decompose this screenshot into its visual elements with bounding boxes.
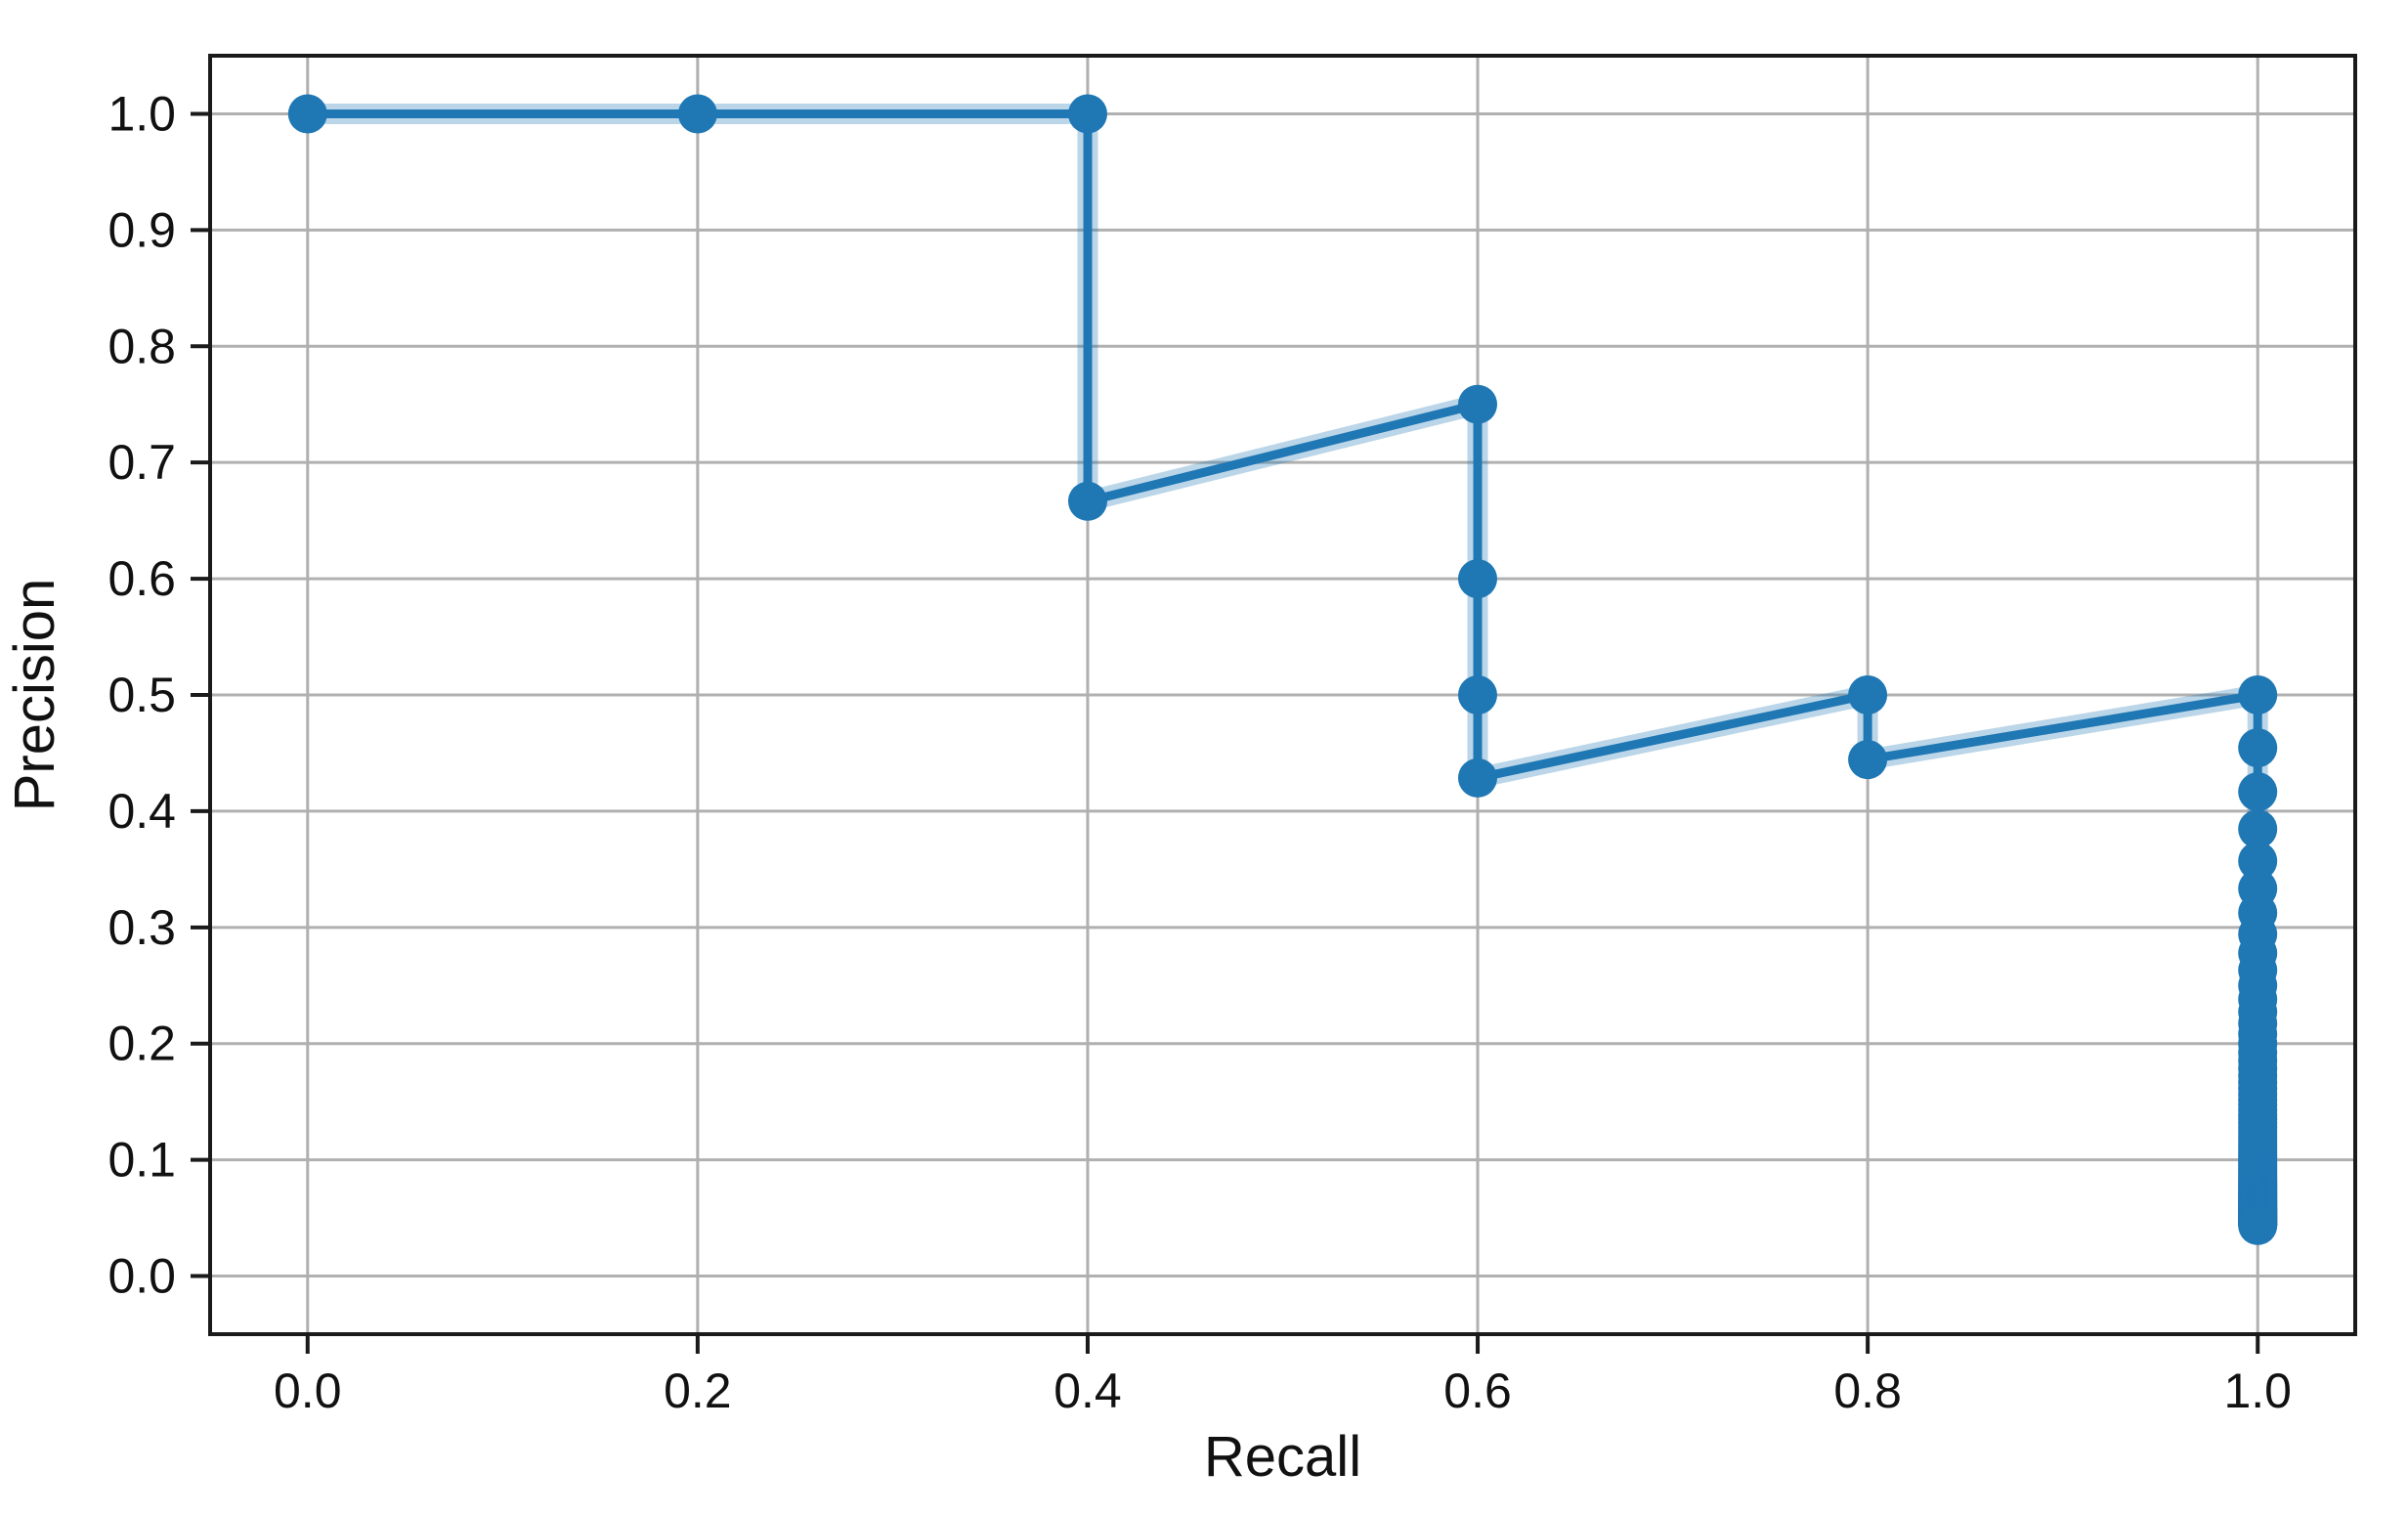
data-point-marker	[1458, 758, 1497, 798]
y-tick-label: 0.5	[108, 668, 176, 722]
pr-curve-halo	[297, 104, 2268, 1236]
data-point-marker	[1068, 481, 1107, 521]
x-tick-label: 0.2	[664, 1364, 732, 1418]
data-point-markers	[287, 94, 2278, 1245]
x-tick-label: 0.4	[1054, 1364, 1122, 1418]
y-tick-label: 0.4	[108, 784, 176, 839]
data-point-marker	[2238, 809, 2278, 849]
pr-curve-line	[303, 109, 2262, 1231]
data-point-marker	[2238, 675, 2278, 714]
data-point-marker	[1848, 740, 1888, 780]
data-point-marker	[1068, 94, 1107, 134]
y-axis-label: Precision	[3, 579, 66, 812]
pr-curve-series	[297, 104, 2268, 1236]
gridlines	[210, 56, 2355, 1334]
data-point-marker	[2238, 728, 2278, 768]
x-tick-label: 0.0	[274, 1364, 342, 1418]
y-tick-label: 0.6	[108, 551, 176, 606]
data-point-marker	[1458, 384, 1497, 424]
y-tick-label: 0.3	[108, 900, 176, 955]
data-point-marker	[2238, 1205, 2278, 1245]
y-tick-label: 0.2	[108, 1017, 176, 1071]
data-point-marker	[1458, 675, 1497, 714]
data-point-marker	[2238, 772, 2278, 812]
x-tick-labels: 0.0 0.2 0.4 0.6 0.8 1.0	[274, 1364, 2292, 1418]
x-axis-label: Recall	[1204, 1425, 1361, 1489]
x-tick-label: 1.0	[2223, 1364, 2292, 1418]
data-point-marker	[1848, 675, 1888, 714]
y-tick-label: 0.0	[108, 1249, 176, 1304]
y-tick-label: 0.9	[108, 202, 176, 257]
axis-ticks	[191, 111, 2260, 1354]
x-tick-label: 0.8	[1833, 1364, 1902, 1418]
data-point-marker	[287, 94, 327, 134]
data-point-marker	[677, 94, 717, 134]
y-tick-label: 0.7	[108, 435, 176, 490]
y-tick-label: 1.0	[108, 86, 176, 141]
data-point-marker	[1458, 559, 1497, 599]
data-point-marker	[2238, 841, 2278, 881]
y-tick-label: 0.1	[108, 1133, 176, 1188]
y-tick-label: 0.8	[108, 319, 176, 373]
y-tick-labels: 0.0 0.1 0.2 0.3 0.4 0.5 0.6 0.7 0.8 0.9 1.0	[108, 86, 176, 1303]
x-tick-label: 0.6	[1443, 1364, 1512, 1418]
